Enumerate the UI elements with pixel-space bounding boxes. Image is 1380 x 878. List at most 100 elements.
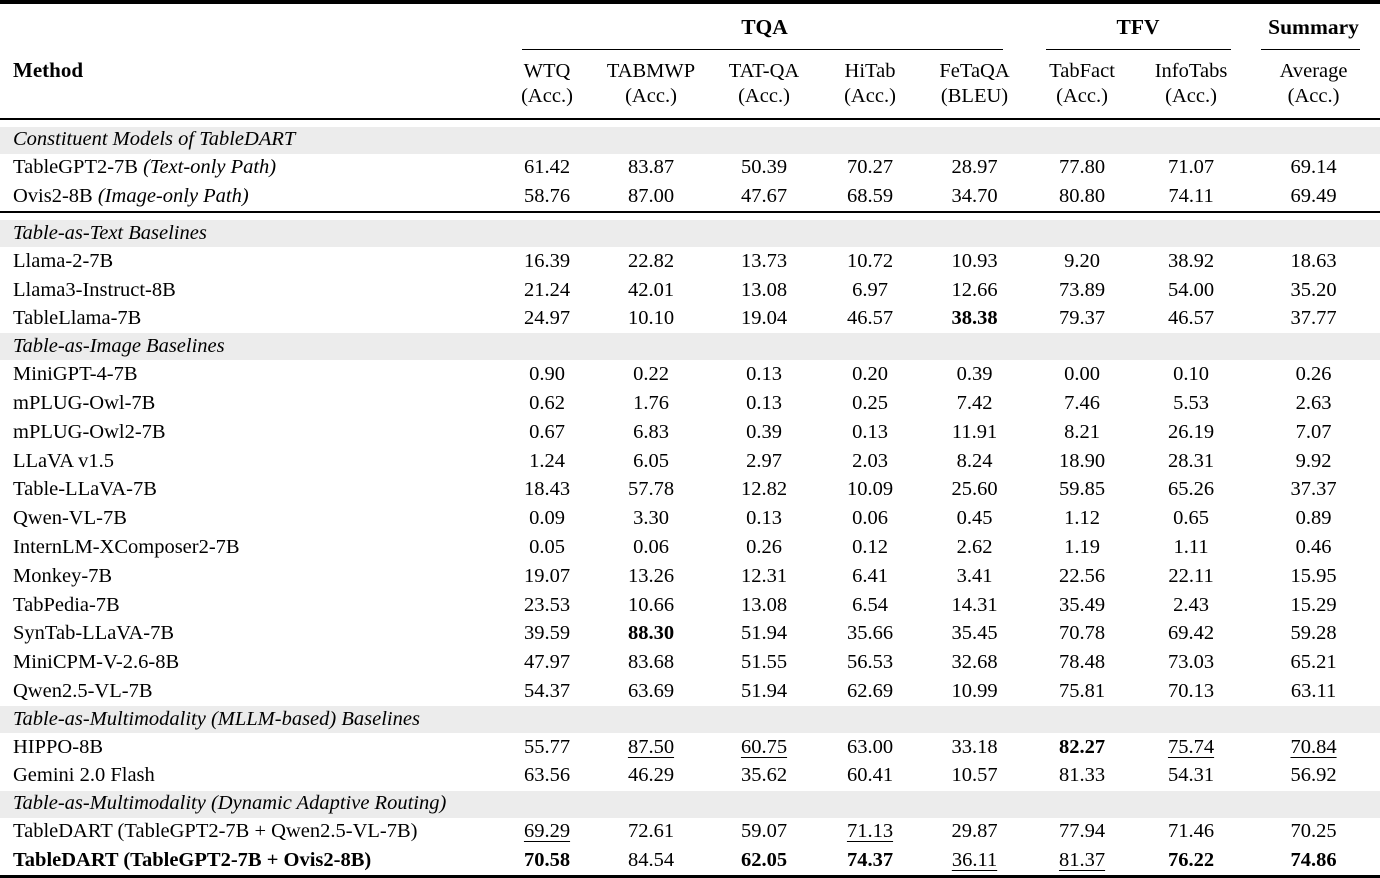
value-cell: 51.55 <box>740 651 788 674</box>
section-title: Table-as-Multimodality (Dynamic Adaptive… <box>0 790 1380 818</box>
value-cell: 10.09 <box>846 478 894 501</box>
method-name: HIPPO-8B <box>13 735 103 758</box>
value-cell: 0.10 <box>1173 363 1209 386</box>
value-cell: 13.26 <box>627 564 675 587</box>
value-cell: 35.49 <box>1058 593 1106 616</box>
value-cell: 77.94 <box>1058 820 1106 843</box>
value-cell: 10.66 <box>627 593 675 616</box>
value-cell: 73.03 <box>1167 651 1215 674</box>
table-row: Llama3-Instruct-8B 21.24 42.01 13.08 6.97 12.… <box>0 276 1380 305</box>
value-cell: 7.07 <box>1295 420 1332 443</box>
group-underline-tqa <box>522 40 1004 50</box>
value-cell: 73.89 <box>1058 278 1106 301</box>
table-row: mPLUG-Owl-7B 0.62 1.76 0.13 0.25 7.42 7.46 5.53… <box>0 389 1380 418</box>
method-name: InternLM-XComposer2-7B <box>13 535 240 558</box>
value-cell: 87.50 <box>627 735 675 758</box>
method-name: SynTab-LLaVA-7B <box>13 622 175 645</box>
value-cell: 69.42 <box>1167 622 1215 645</box>
value-cell: 10.10 <box>627 307 675 330</box>
value-cell: 18.43 <box>523 478 571 501</box>
value-cell: 13.08 <box>740 278 788 301</box>
value-cell: 75.74 <box>1167 735 1215 758</box>
method-cell: TableLlama-7B <box>0 305 500 334</box>
value-cell: 35.45 <box>951 622 998 645</box>
value-cell: 6.05 <box>633 449 669 472</box>
value-cell: 12.82 <box>740 478 788 501</box>
column-header-fetaqa: FeTaQA (BLEU) <box>920 49 1030 120</box>
value-cell: 62.05 <box>740 849 788 872</box>
method-cell: Llama3-Instruct-8B <box>0 276 500 305</box>
value-cell: 65.21 <box>1290 651 1337 674</box>
column-header-average: Average (Acc.) <box>1247 49 1380 120</box>
results-table: Method TQA TFV Summary <box>0 3 1380 876</box>
value-cell: 22.56 <box>1058 564 1106 587</box>
value-cell: 16.39 <box>523 249 571 272</box>
method-name: MiniGPT-4-7B <box>13 363 138 386</box>
value-cell: 0.62 <box>529 391 565 414</box>
value-cell: 0.39 <box>956 363 993 386</box>
table-row: Monkey-7B 19.07 13.26 12.31 6.41 3.41 22.56 22.… <box>0 562 1380 591</box>
value-cell: 62.69 <box>846 679 894 702</box>
value-cell: 35.20 <box>1290 278 1337 301</box>
method-name: Table-LLaVA-7B <box>13 478 157 501</box>
value-cell: 0.89 <box>1295 507 1332 530</box>
table-row: TabPedia-7B 23.53 10.66 13.08 6.54 14.31 35.49… <box>0 591 1380 620</box>
method-cell: InternLM-XComposer2-7B <box>0 533 500 562</box>
value-cell: 22.82 <box>627 249 675 272</box>
method-cell: mPLUG-Owl2-7B <box>0 418 500 447</box>
value-cell: 32.68 <box>951 651 998 674</box>
value-cell: 11.91 <box>951 420 998 443</box>
value-cell: 10.72 <box>846 249 894 272</box>
value-cell: 70.25 <box>1290 820 1337 843</box>
value-cell: 69.49 <box>1247 182 1380 214</box>
method-cell: HIPPO-8B <box>0 733 500 762</box>
section-title: Table-as-Multimodality (MLLM-based) Base… <box>0 706 1380 734</box>
value-cell: 74.37 <box>846 849 894 872</box>
method-name: Llama-2-7B <box>13 249 114 272</box>
method-name: LLaVA v1.5 <box>13 449 114 472</box>
value-cell: 56.92 <box>1290 764 1337 787</box>
value-cell: 34.70 <box>920 182 1030 214</box>
method-name: TableDART (TableGPT2-7B + Ovis2-8B) <box>13 849 372 872</box>
value-cell: 0.06 <box>852 507 888 530</box>
method-cell: Table-LLaVA-7B <box>0 476 500 505</box>
value-cell: 10.99 <box>951 679 998 702</box>
value-cell: 35.66 <box>846 622 894 645</box>
value-cell: 42.01 <box>627 278 675 301</box>
value-cell: 21.24 <box>523 278 571 301</box>
method-cell: TableDART (TableGPT2-7B + Ovis2-8B) <box>0 846 500 875</box>
value-cell: 8.21 <box>1064 420 1100 443</box>
value-cell: 0.65 <box>1173 507 1209 530</box>
value-cell: 47.97 <box>523 651 571 674</box>
value-cell: 8.24 <box>956 449 993 472</box>
table-row: SynTab-LLaVA-7B 39.59 88.30 51.94 35.66 35.45… <box>0 620 1380 649</box>
value-cell: 0.45 <box>956 507 993 530</box>
table-row: Qwen-VL-7B 0.09 3.30 0.13 0.06 0.45 1.12 0.65 0.… <box>0 504 1380 533</box>
value-cell: 2.97 <box>746 449 782 472</box>
method-note: (Text-only Path) <box>137 156 277 179</box>
method-name: TableGPT2-7B <box>13 156 138 179</box>
value-cell: 88.30 <box>627 622 675 645</box>
value-cell: 26.19 <box>1167 420 1215 443</box>
value-cell: 78.48 <box>1058 651 1106 674</box>
method-cell: TabPedia-7B <box>0 591 500 620</box>
header-row-columns: WTQ (Acc.) TABMWP (Acc.) TAT-QA (Acc.) H… <box>0 49 1380 120</box>
method-cell: TableGPT2-7B (Text-only Path) <box>0 154 500 183</box>
table-bottom-rule-thick <box>0 875 1380 878</box>
value-cell: 1.76 <box>633 391 669 414</box>
section-title: Constituent Models of TableDART <box>0 126 1380 154</box>
table-row: MiniGPT-4-7B 0.90 0.22 0.13 0.20 0.39 0.00 0.10… <box>0 360 1380 389</box>
value-cell: 18.63 <box>1290 249 1337 272</box>
value-cell: 2.43 <box>1173 593 1209 616</box>
value-cell: 24.97 <box>523 307 571 330</box>
value-cell: 72.61 <box>627 820 675 843</box>
value-cell: 1.19 <box>1064 535 1100 558</box>
value-cell: 0.46 <box>1295 535 1332 558</box>
value-cell: 22.11 <box>1168 564 1214 587</box>
value-cell: 9.92 <box>1295 449 1332 472</box>
value-cell: 57.78 <box>627 478 675 501</box>
method-cell: Llama-2-7B <box>0 247 500 276</box>
value-cell: 81.37 <box>1058 849 1106 872</box>
table-row: TableGPT2-7B (Text-only Path) 61.42 83.87 5… <box>0 154 1380 183</box>
value-cell: 0.05 <box>529 535 565 558</box>
